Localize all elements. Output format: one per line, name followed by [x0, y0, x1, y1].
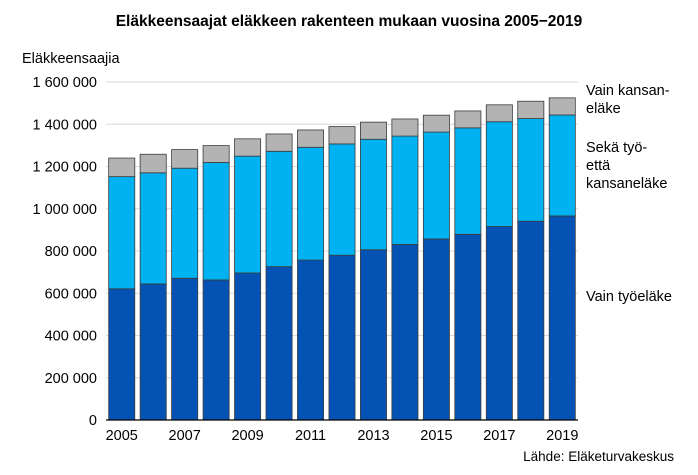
bar-segment [454, 110, 482, 129]
bar-segment [422, 238, 450, 421]
bar-segment [171, 277, 199, 421]
y-tick-label: 1 000 000 [32, 202, 97, 218]
bar-segment [391, 135, 419, 245]
x-tick-label: 2013 [357, 428, 389, 444]
bar-segment [202, 162, 230, 281]
y-axis-label: Eläkkeensaajia [22, 51, 120, 67]
bar-segment [548, 215, 576, 421]
bar-segment [454, 233, 482, 421]
bar-segment [548, 97, 576, 116]
y-tick-label: 0 [89, 413, 97, 429]
bar-stacks [108, 97, 576, 421]
bar-segment [422, 131, 450, 240]
bar-segment [265, 150, 293, 268]
bar-segment [360, 138, 387, 251]
series-label: eläke [586, 101, 621, 117]
series-label: Vain työeläke [586, 289, 672, 305]
bar-segment [360, 249, 387, 421]
bar-segment [454, 127, 482, 235]
bar-segment [485, 121, 513, 227]
series-label: Sekä työ- [586, 140, 647, 156]
bar-segment [328, 126, 356, 145]
bar-segment [548, 114, 576, 217]
series-label: Vain kansan- [586, 83, 670, 99]
bar-segment [139, 283, 167, 421]
bar-segment [360, 121, 387, 140]
bar-segment [108, 288, 136, 421]
bar-segment [108, 176, 136, 290]
bar-segment [297, 259, 324, 421]
series-label: kansaneläke [586, 176, 667, 192]
x-tick-labels: 2005 2007 2009 2011 2013 2015 2017 2019 [106, 428, 579, 444]
source-note: Lähde: Eläketurvakeskus [523, 449, 674, 464]
bar-segment [139, 172, 167, 285]
series-label: että [586, 158, 611, 174]
y-tick-label: 600 000 [45, 286, 97, 302]
bar-segment [139, 153, 167, 174]
y-tick-label: 400 000 [45, 329, 97, 345]
x-tick-label: 2017 [483, 428, 515, 444]
bar-segment [202, 145, 230, 163]
bar-segment [171, 149, 199, 169]
bar-segment [234, 138, 262, 157]
bar-segment [234, 155, 262, 274]
x-tick-label: 2005 [106, 428, 138, 444]
x-tick-label: 2009 [231, 428, 263, 444]
bar-segment [328, 143, 356, 256]
y-tick-label: 1 400 000 [32, 117, 97, 133]
bar-segment [517, 100, 545, 119]
bar-segment [391, 118, 419, 137]
y-tick-label: 200 000 [45, 371, 97, 387]
bar-segment [234, 272, 262, 421]
bar-segment [171, 167, 199, 279]
bar-segment [328, 254, 356, 421]
bar-segment [108, 157, 136, 178]
series-labels: Vain työeläke Sekä työ-että kansaneläke Vai… [586, 83, 672, 305]
bar-segment [202, 279, 230, 421]
x-tick-label: 2011 [295, 428, 326, 444]
bar-segment [297, 129, 324, 148]
y-tick-label: 1 600 000 [32, 75, 97, 91]
x-tick-label: 2015 [420, 428, 452, 444]
y-tick-label: 800 000 [45, 244, 97, 260]
bar-segment [297, 146, 324, 261]
bar-segment [517, 118, 545, 222]
y-tick-labels: 0 200 000 400 000 600 000 800 000 1 000 000 1 … [32, 75, 97, 429]
bar-segment [422, 114, 450, 133]
bar-segment [265, 133, 293, 152]
bar-segment [391, 244, 419, 421]
chart-title: Eläkkeensaajat eläkkeen rakenteen mukaan… [115, 13, 583, 30]
x-tick-label: 2019 [546, 428, 578, 444]
bar-segment [485, 104, 513, 123]
x-tick-label: 2007 [169, 428, 201, 444]
y-tick-label: 1 200 000 [32, 160, 97, 176]
bar-segment [265, 266, 293, 421]
bar-segment [485, 226, 513, 421]
bar-segment [517, 220, 545, 421]
